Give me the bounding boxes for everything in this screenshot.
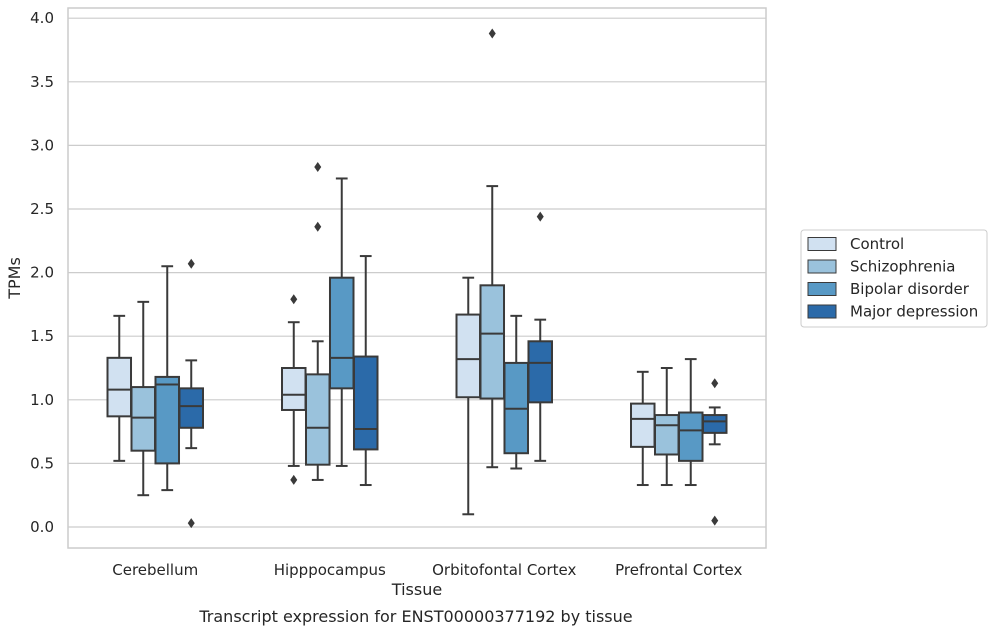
box-2-3 (677, 358, 704, 487)
box-3-2 (527, 211, 553, 462)
box-0-1 (281, 294, 307, 485)
legend-label: Control (850, 235, 904, 253)
y-tick-label: 0.5 (30, 454, 54, 472)
box-2-2 (503, 314, 530, 470)
box-0-3 (630, 370, 656, 487)
y-tick-label: 3.5 (30, 73, 54, 91)
box-iqr (701, 414, 728, 434)
box-iqr (479, 284, 506, 400)
outlier-point (536, 211, 544, 222)
box-2-0 (154, 265, 181, 492)
y-tick-label: 1.0 (30, 391, 54, 409)
legend-label: Bipolar disorder (850, 280, 970, 298)
box-plot-area (106, 28, 728, 529)
legend: Control Schizophrenia Bipolar disorder Majo… (800, 229, 988, 328)
legend-label: Major depression (850, 303, 978, 321)
box-1-3 (653, 367, 680, 487)
box-0-2 (455, 276, 482, 516)
box-iqr (630, 402, 656, 448)
box-iqr (281, 367, 307, 411)
box-3-3 (701, 378, 728, 526)
plot-frame (67, 7, 767, 549)
outlier-point (711, 378, 719, 389)
box-iqr (653, 414, 680, 456)
y-axis-label: TPMs (5, 257, 24, 300)
x-tick-label: Prefrontal Cortex (615, 561, 742, 579)
box-3-0 (178, 258, 204, 529)
box-iqr (304, 373, 331, 466)
outlier-point (290, 474, 298, 485)
figure-caption: Transcript expression for ENST0000037719… (198, 607, 632, 626)
box-0-0 (106, 314, 133, 462)
box-iqr (328, 276, 355, 390)
outlier-point (711, 515, 719, 526)
legend-swatch (807, 282, 837, 296)
y-tick-label: 1.5 (30, 327, 54, 345)
y-tick-label: 0.0 (30, 518, 54, 536)
x-tick-label: Orbitofontal Cortex (432, 561, 576, 579)
legend-label: Schizophrenia (850, 258, 955, 276)
legend-swatch (807, 237, 837, 251)
y-tick-label: 2.0 (30, 264, 54, 282)
box-iqr (106, 356, 133, 418)
outlier-point (290, 294, 298, 305)
box-iqr (154, 375, 181, 465)
y-tick-labels: 0.0 0.5 1.0 1.5 2.0 2.5 3.0 3.5 4.0 (30, 9, 54, 536)
legend-swatch (807, 304, 837, 319)
y-tick-label: 2.5 (30, 200, 54, 218)
outlier-point (187, 258, 195, 269)
outlier-point (314, 162, 322, 173)
box-iqr (178, 387, 204, 429)
box-iqr (677, 411, 704, 462)
outlier-point (314, 221, 322, 232)
y-tick-label: 4.0 (30, 9, 54, 27)
x-tick-label: Cerebellum (112, 561, 198, 579)
box-iqr (455, 313, 482, 399)
legend-frame (800, 229, 988, 328)
x-tick-label: Hipppocampus (274, 561, 386, 579)
box-3-1 (352, 255, 379, 487)
box-iqr (130, 386, 157, 452)
x-tick-labels: Cerebellum Hipppocampus Orbitofontal Corte… (112, 561, 742, 579)
legend-swatch (807, 259, 837, 274)
x-axis-label: Tissue (391, 580, 442, 599)
outlier-point (187, 518, 195, 529)
box-iqr (352, 355, 379, 451)
box-2-1 (328, 177, 355, 467)
outlier-point (488, 28, 496, 39)
box-1-2 (479, 28, 506, 469)
box-1-0 (130, 300, 157, 497)
box-1-1 (304, 162, 331, 481)
box-iqr (527, 340, 553, 404)
y-tick-label: 3.0 (30, 136, 54, 154)
